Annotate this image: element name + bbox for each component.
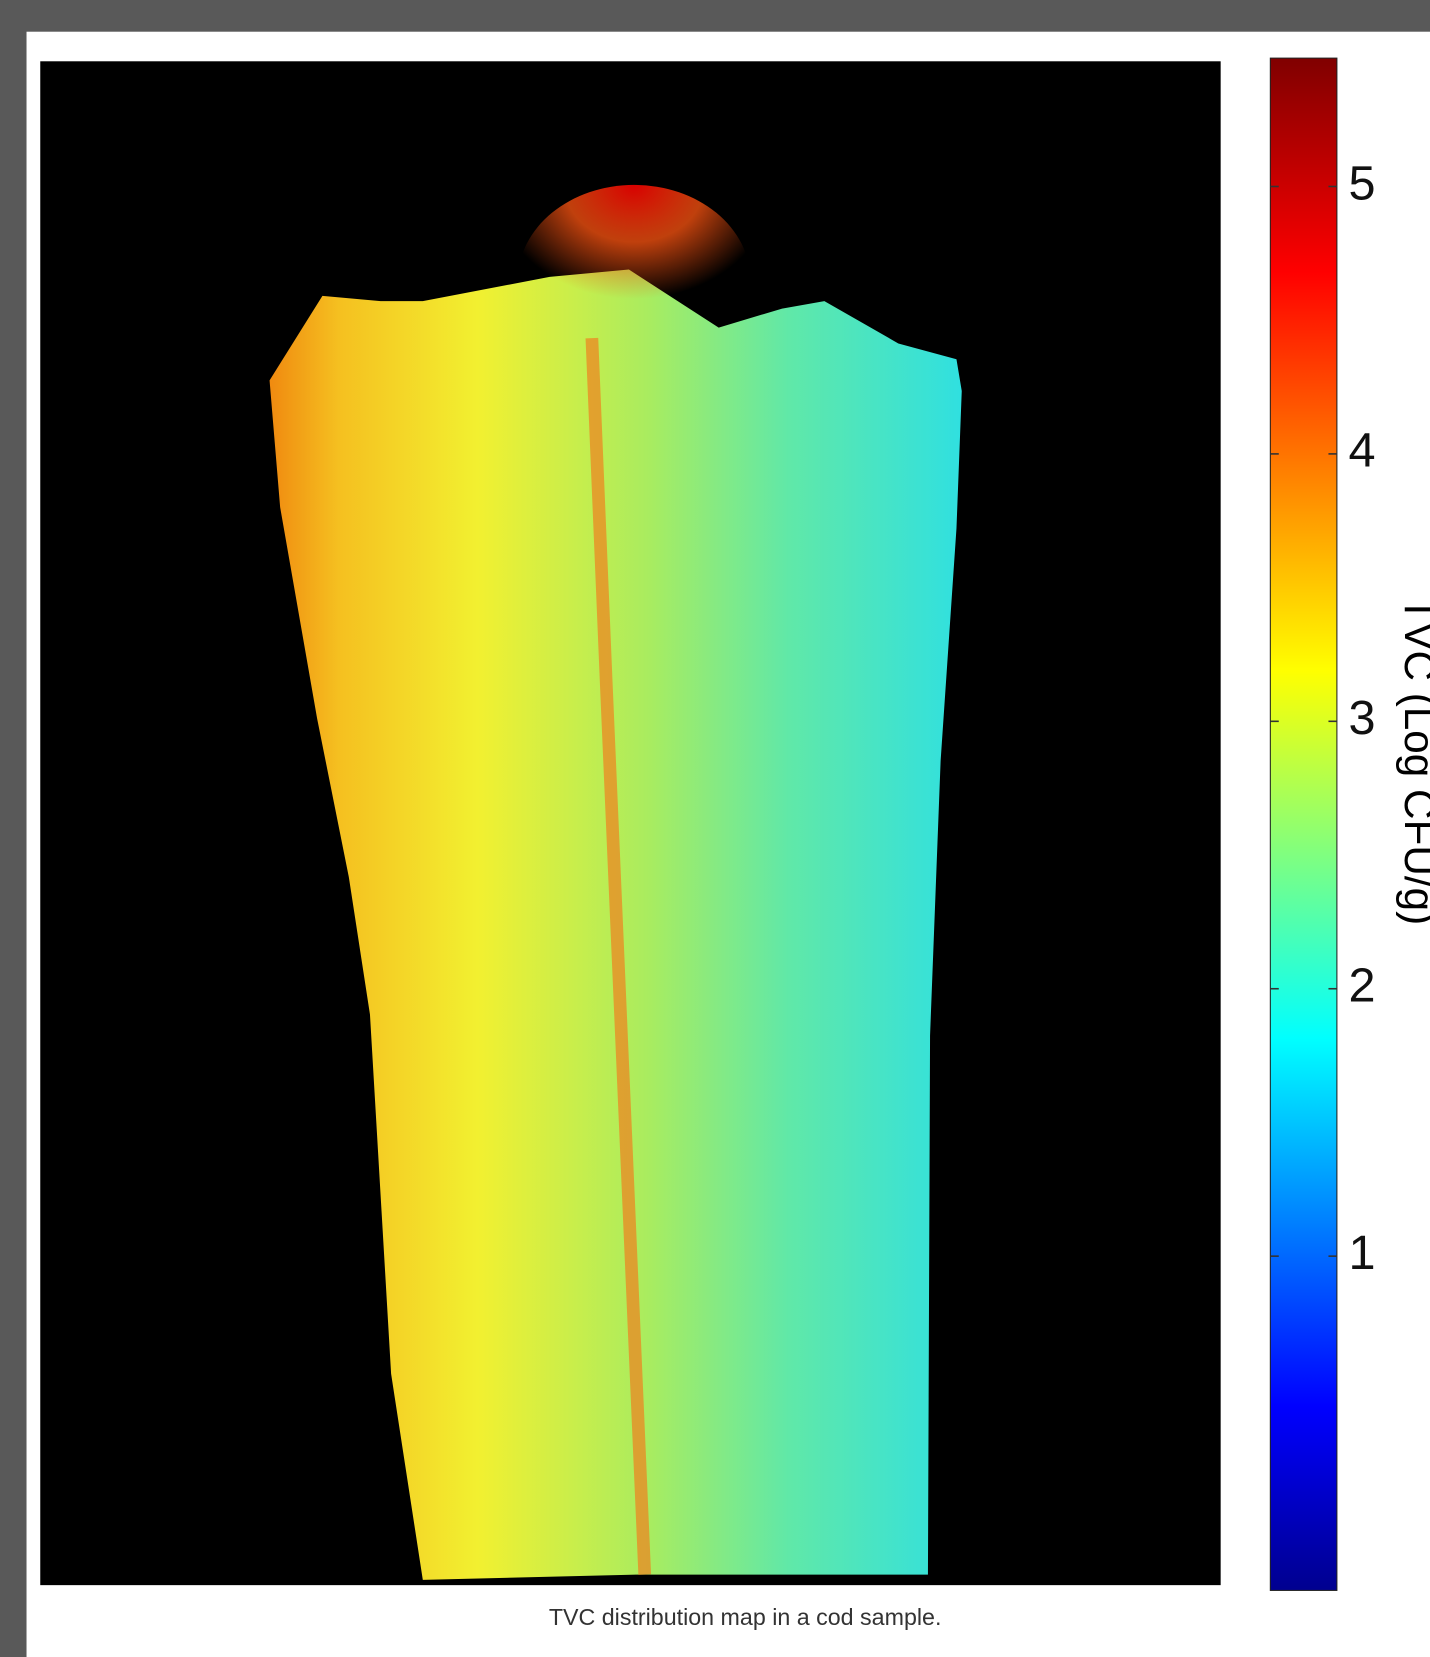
tick-label: 4	[1349, 424, 1376, 478]
hot-spot	[518, 185, 750, 375]
page: 1 2 3 4 5 TVC (Log CFU/g) TVC distribution m…	[0, 0, 1430, 1657]
figure-viewer: 1 2 3 4 5 TVC (Log CFU/g) TVC distribution m…	[0, 0, 1430, 1657]
caption: TVC distribution map in a cod sample.	[549, 1604, 942, 1630]
colorbar	[1270, 58, 1337, 1590]
tick-label: 3	[1349, 691, 1376, 745]
tick-label: 5	[1349, 156, 1376, 210]
tick-label: 2	[1349, 959, 1376, 1013]
tick-label: 1	[1349, 1226, 1376, 1280]
colorbar-label: TVC (Log CFU/g)	[1396, 596, 1430, 925]
